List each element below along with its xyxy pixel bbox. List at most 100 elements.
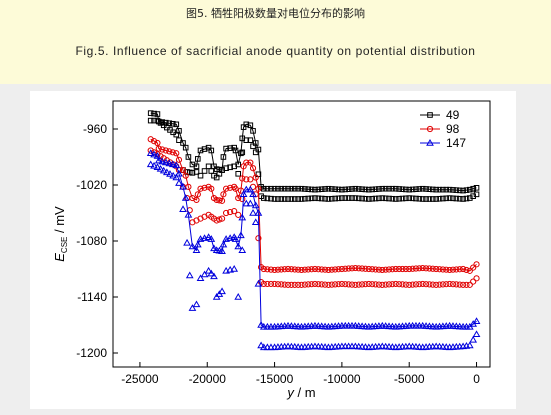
data-point-49 <box>151 117 157 124</box>
data-point-49 <box>147 110 154 116</box>
data-point-98 <box>332 266 339 273</box>
data-point-98 <box>453 266 460 273</box>
data-point-49 <box>197 172 204 179</box>
data-point-49 <box>322 195 328 202</box>
data-point-49 <box>318 195 325 202</box>
data-point-49 <box>288 196 295 202</box>
data-point-98 <box>453 281 460 288</box>
data-point-147 <box>179 182 187 190</box>
legend-label: 147 <box>446 136 466 150</box>
data-point-49 <box>285 185 291 192</box>
data-point-49 <box>463 195 470 202</box>
data-point-49 <box>436 195 443 202</box>
data-point-49 <box>359 195 365 202</box>
data-point-98 <box>216 216 223 223</box>
data-point-49 <box>201 146 208 152</box>
data-point-49 <box>176 137 182 143</box>
data-point-147 <box>188 304 197 311</box>
data-point-49 <box>335 195 342 202</box>
data-point-98 <box>274 281 282 288</box>
data-point-49 <box>223 145 229 152</box>
data-point-49 <box>413 195 419 202</box>
data-point-49 <box>463 187 470 193</box>
data-point-147 <box>238 213 247 221</box>
data-point-98 <box>231 208 238 215</box>
data-point-49 <box>268 195 274 202</box>
data-point-147 <box>193 240 202 248</box>
data-point-49 <box>382 185 389 192</box>
data-point-49 <box>322 186 328 192</box>
data-point-49 <box>261 195 267 201</box>
data-point-49 <box>271 185 278 192</box>
data-point-147 <box>185 271 194 279</box>
data-point-49 <box>339 186 345 193</box>
data-point-49 <box>349 195 355 201</box>
data-point-98 <box>399 281 406 288</box>
data-point-49 <box>298 185 305 192</box>
data-point-98 <box>157 153 164 160</box>
legend-item-49: 49 <box>420 108 460 122</box>
data-point-49 <box>278 196 285 202</box>
data-point-147 <box>234 292 243 300</box>
data-point-98 <box>375 266 383 273</box>
data-point-98 <box>311 265 319 273</box>
x-tick-label: -20000 <box>189 372 227 386</box>
data-point-49 <box>379 185 386 192</box>
data-point-49 <box>467 186 473 193</box>
data-point-49 <box>275 196 281 202</box>
data-point-98 <box>284 265 292 273</box>
data-point-49 <box>308 195 315 202</box>
data-point-147 <box>257 320 265 328</box>
data-point-147 <box>153 152 162 159</box>
data-point-98 <box>439 281 446 288</box>
data-point-49 <box>436 186 443 193</box>
data-point-147 <box>259 322 268 330</box>
data-point-49 <box>195 156 201 162</box>
legend-marker <box>426 125 434 133</box>
data-point-98 <box>147 147 154 154</box>
data-point-98 <box>223 185 230 192</box>
data-point-98 <box>274 266 282 273</box>
data-point-98 <box>291 266 298 273</box>
data-point-147 <box>210 272 218 280</box>
data-point-98 <box>439 266 446 273</box>
data-point-98 <box>321 281 329 288</box>
data-point-147 <box>175 169 183 177</box>
data-point-49 <box>295 185 301 192</box>
y-tick-label: -1140 <box>77 290 107 304</box>
data-point-98 <box>281 266 288 273</box>
data-point-49 <box>308 186 315 193</box>
data-point-147 <box>254 208 263 216</box>
data-point-98 <box>335 281 342 288</box>
data-point-49 <box>372 186 379 192</box>
data-point-98 <box>362 265 369 272</box>
data-point-147 <box>179 205 187 212</box>
data-point-49 <box>433 186 439 193</box>
data-point-98 <box>216 197 223 204</box>
data-point-98 <box>232 185 239 192</box>
data-point-49 <box>252 149 259 156</box>
data-point-49 <box>197 147 204 154</box>
data-point-98 <box>173 150 180 157</box>
data-point-98 <box>416 281 423 288</box>
data-point-49 <box>328 195 335 202</box>
data-point-49 <box>423 196 429 202</box>
legend-label: 98 <box>446 122 460 136</box>
data-point-98 <box>264 266 271 273</box>
data-point-98 <box>288 281 295 288</box>
data-point-49 <box>376 195 382 202</box>
data-point-49 <box>403 195 409 202</box>
data-point-98 <box>318 281 325 288</box>
data-point-98 <box>235 194 242 202</box>
data-point-98 <box>396 265 403 273</box>
data-point-147 <box>169 171 178 179</box>
data-point-147 <box>219 240 228 248</box>
data-point-49 <box>332 195 338 202</box>
data-point-147 <box>259 343 268 351</box>
data-point-49 <box>231 144 237 151</box>
data-point-49 <box>426 196 433 202</box>
data-point-147 <box>207 269 216 277</box>
data-point-147 <box>263 343 272 351</box>
data-point-98 <box>278 281 285 288</box>
